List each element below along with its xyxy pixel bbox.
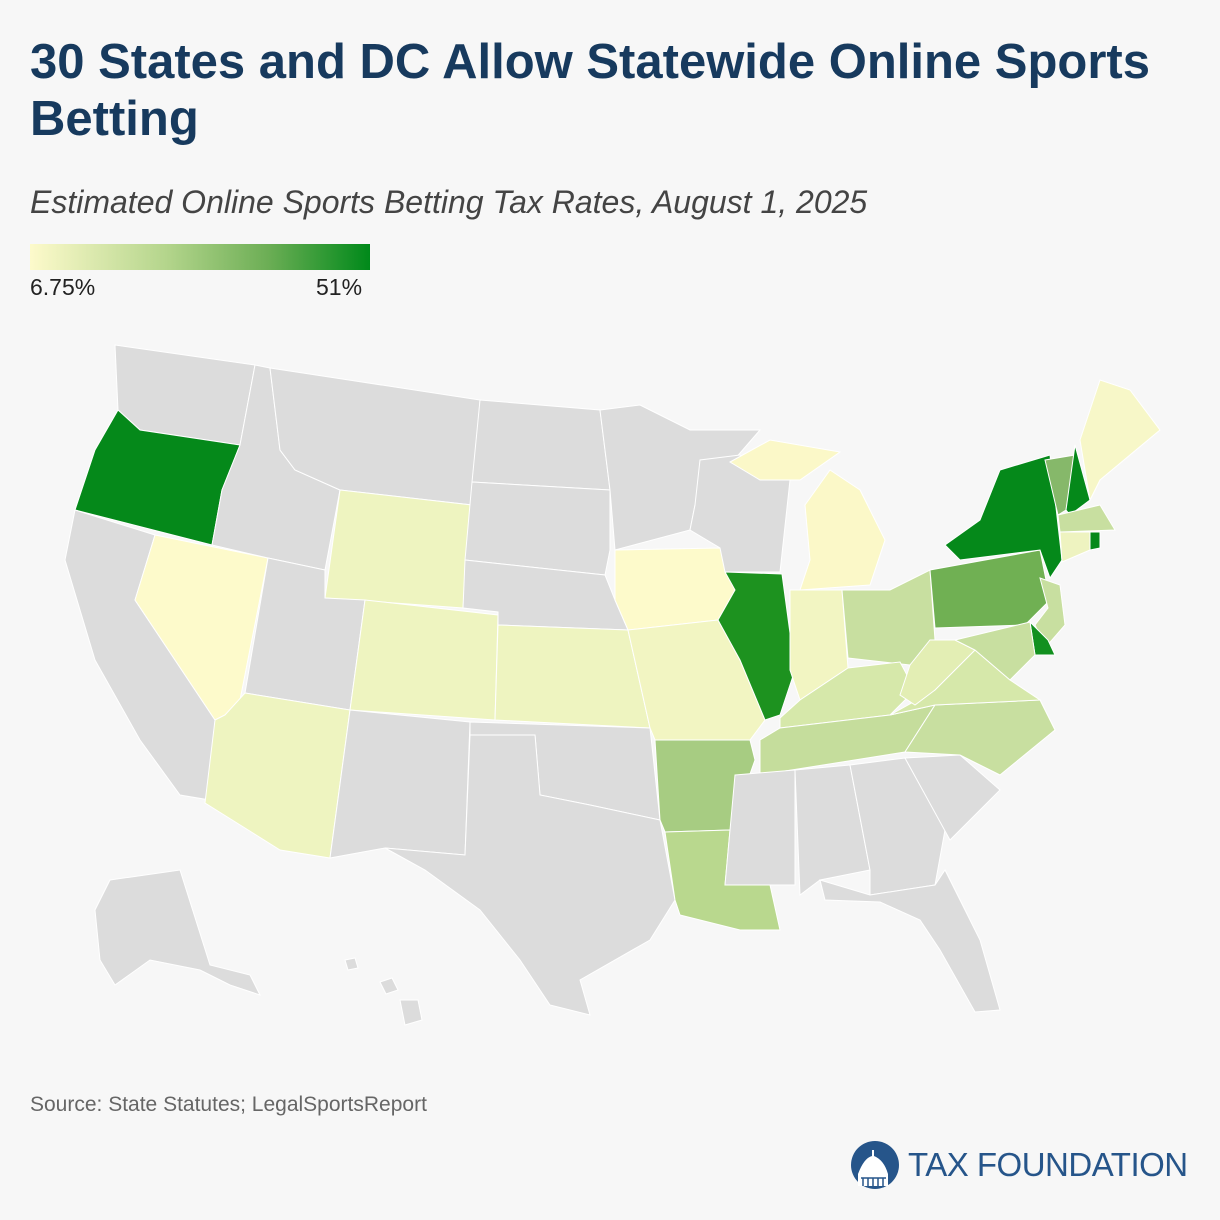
state-nd xyxy=(471,399,611,491)
state-ri xyxy=(1089,531,1101,551)
state-md xyxy=(953,621,1036,681)
state-ms xyxy=(724,769,796,886)
state-hi xyxy=(379,977,399,995)
state-il xyxy=(717,571,796,721)
state-fl xyxy=(819,869,1001,1013)
color-legend-bar xyxy=(30,244,370,270)
state-wi xyxy=(689,454,791,573)
state-az xyxy=(204,692,351,859)
state-ma xyxy=(1057,504,1116,533)
page-title: 30 States and DC Allow Statewide Online … xyxy=(30,35,1150,146)
state-hi xyxy=(344,957,359,971)
state-al xyxy=(794,764,871,896)
state-ia xyxy=(614,547,736,631)
state-nm xyxy=(329,709,471,859)
capitol-dome-icon xyxy=(851,1141,899,1189)
state-wy xyxy=(324,489,473,609)
state-sc xyxy=(904,754,1001,841)
state-co xyxy=(349,599,499,721)
state-me xyxy=(1079,379,1161,502)
state-sd xyxy=(464,481,611,576)
state-mi xyxy=(799,469,886,591)
legend-max-label: 51% xyxy=(316,274,363,300)
state-mi xyxy=(728,439,842,481)
state-ak xyxy=(94,869,261,996)
state-hi xyxy=(399,999,423,1026)
legend-min-label: 6.75% xyxy=(30,274,96,300)
state-tx xyxy=(384,734,676,1016)
state-ct xyxy=(1059,531,1091,563)
logo-text: TAX FOUNDATION xyxy=(908,1146,1188,1183)
source-note: Source: State Statutes; LegalSportsRepor… xyxy=(30,1093,427,1116)
tax-foundation-logo: TAX FOUNDATION xyxy=(850,1140,1188,1190)
state-pa xyxy=(929,549,1051,629)
state-ks xyxy=(494,624,651,729)
subtitle: Estimated Online Sports Betting Tax Rate… xyxy=(30,184,868,220)
